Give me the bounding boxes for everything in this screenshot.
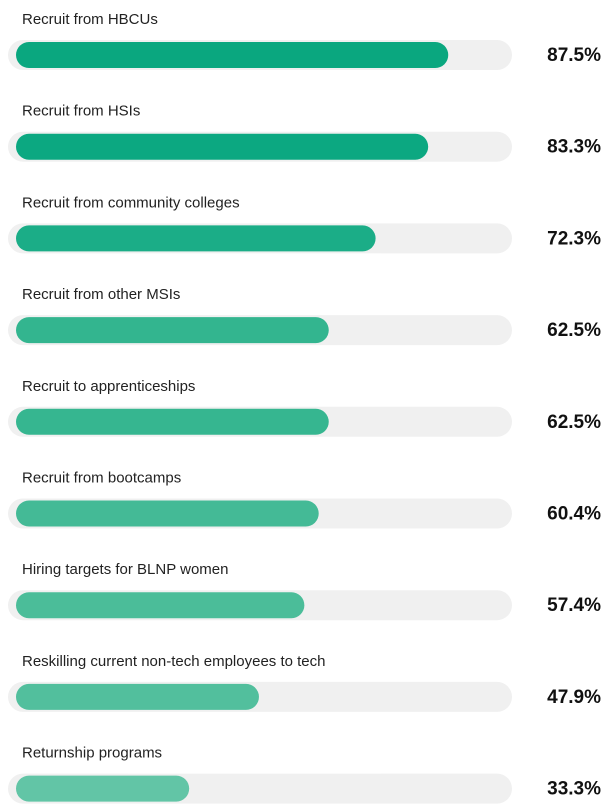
bar <box>16 775 190 802</box>
value-label: 72.3% <box>547 228 601 249</box>
category-label: Recruit from HSIs <box>22 103 140 120</box>
value-label: 62.5% <box>547 320 601 341</box>
value-label: 87.5% <box>547 45 601 66</box>
category-label: Recruit from other MSIs <box>22 286 180 303</box>
category-label: Recruit from HBCUs <box>22 11 158 28</box>
bar <box>16 42 449 68</box>
bar <box>16 317 329 344</box>
category-label: Recruit to apprenticeships <box>22 378 195 395</box>
bar <box>16 683 259 710</box>
category-label: Returnship programs <box>22 745 162 762</box>
category-label: Recruit from community colleges <box>22 194 240 211</box>
bar <box>16 408 329 435</box>
bar <box>16 133 429 160</box>
value-label: 47.9% <box>547 687 601 708</box>
bar <box>16 500 319 527</box>
value-label: 57.4% <box>547 595 601 616</box>
category-label: Recruit from bootcamps <box>22 469 181 486</box>
category-label: Reskilling current non-tech employees to… <box>22 653 326 670</box>
value-label: 33.3% <box>547 779 601 800</box>
value-label: 60.4% <box>547 504 601 525</box>
bar <box>16 592 305 619</box>
value-label: 83.3% <box>547 137 601 158</box>
value-label: 62.5% <box>547 412 601 433</box>
bar <box>16 225 376 252</box>
category-label: Hiring targets for BLNP women <box>22 561 228 578</box>
